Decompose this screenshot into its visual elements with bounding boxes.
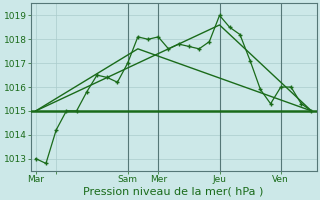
X-axis label: Pression niveau de la mer( hPa ): Pression niveau de la mer( hPa ) bbox=[84, 187, 264, 197]
